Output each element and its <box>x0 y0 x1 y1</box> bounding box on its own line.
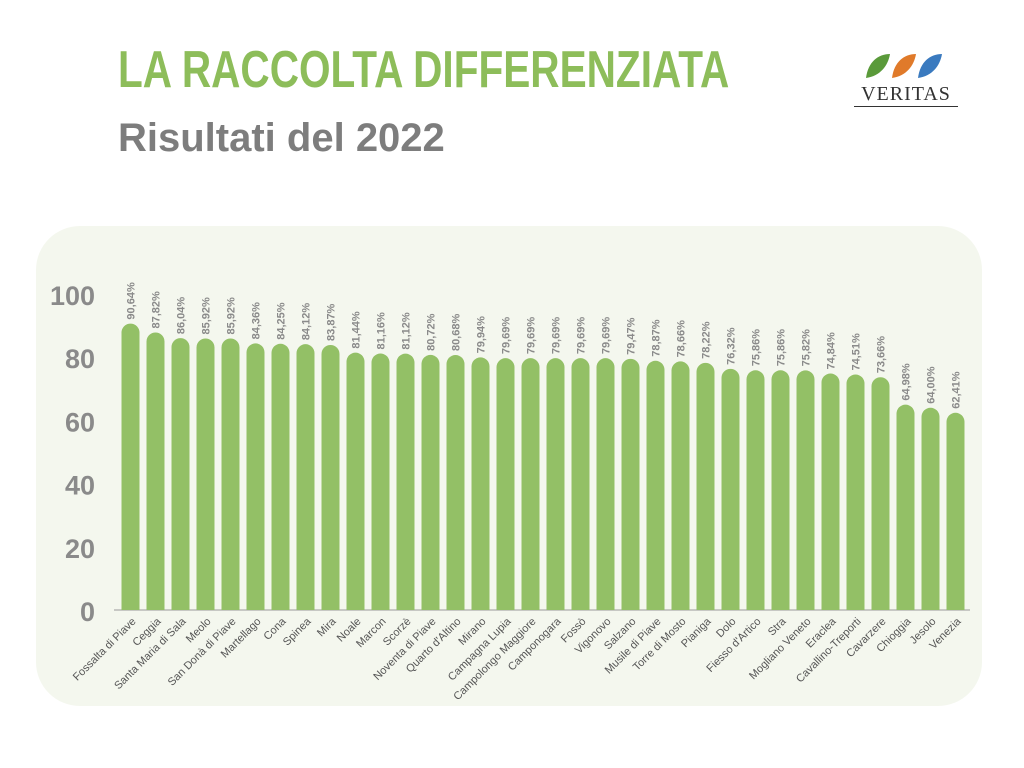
logo-text: VERITAS <box>854 84 958 107</box>
data-label: 73,66% <box>876 336 888 374</box>
y-tick-label: 80 <box>65 344 95 374</box>
y-tick-label: 20 <box>65 534 95 564</box>
bar <box>721 368 740 610</box>
bar <box>671 361 690 610</box>
bar <box>396 353 415 610</box>
bar <box>246 343 265 610</box>
bar <box>546 358 565 610</box>
bar <box>646 360 665 610</box>
data-label: 79,47% <box>626 317 638 355</box>
bar <box>521 358 540 610</box>
chart-subtitle: Risultati del 2022 <box>118 116 445 160</box>
bar <box>171 338 190 610</box>
data-label: 86,04% <box>176 297 188 335</box>
bar <box>921 407 940 610</box>
bar <box>221 338 240 610</box>
data-label: 62,41% <box>951 371 963 409</box>
bar <box>796 370 815 610</box>
data-label: 78,87% <box>651 319 663 357</box>
data-label: 75,86% <box>751 329 763 367</box>
y-tick-label: 60 <box>65 407 95 437</box>
data-label: 81,44% <box>351 311 363 349</box>
data-label: 64,98% <box>901 363 913 401</box>
data-label: 84,12% <box>301 303 313 341</box>
bar <box>746 370 765 610</box>
data-label: 85,92% <box>201 297 213 335</box>
bar <box>621 358 640 610</box>
x-tick-label: Spinea <box>281 615 314 648</box>
data-label: 87,82% <box>151 291 163 329</box>
bar <box>471 357 490 610</box>
bar <box>446 355 465 610</box>
bar <box>371 353 390 610</box>
bar <box>771 370 790 610</box>
bar <box>346 352 365 610</box>
data-label: 84,36% <box>251 302 263 340</box>
data-label: 79,69% <box>576 317 588 355</box>
bar <box>496 358 515 610</box>
bar <box>196 338 215 610</box>
data-label: 83,87% <box>326 303 338 341</box>
data-label: 79,94% <box>476 316 488 354</box>
bar <box>296 344 315 610</box>
y-tick-label: 0 <box>80 597 95 627</box>
bar <box>421 354 440 610</box>
data-label: 80,68% <box>451 314 463 352</box>
chart-title: LA RACCOLTA DIFFERENZIATA <box>118 41 730 99</box>
bar <box>846 374 865 610</box>
bar <box>821 373 840 610</box>
data-label: 80,72% <box>426 313 438 351</box>
y-tick-label: 100 <box>50 281 95 311</box>
logo-waves-icon <box>866 54 942 78</box>
bar <box>121 323 140 610</box>
veritas-logo: VERITAS <box>852 48 962 112</box>
y-tick-label: 40 <box>65 471 95 501</box>
bar <box>571 358 590 610</box>
data-label: 76,32% <box>726 327 738 365</box>
bar <box>146 332 165 610</box>
data-label: 84,25% <box>276 302 288 340</box>
data-label: 79,69% <box>526 317 538 355</box>
data-label: 64,00% <box>926 366 938 404</box>
data-label: 79,69% <box>601 317 613 355</box>
data-label: 74,84% <box>826 332 838 370</box>
data-label: 78,22% <box>701 321 713 359</box>
bar <box>896 404 915 610</box>
data-label: 81,12% <box>401 312 413 350</box>
data-label: 79,69% <box>501 317 513 355</box>
data-label: 78,66% <box>676 320 688 358</box>
bar <box>871 377 890 610</box>
bar <box>946 412 965 610</box>
data-label: 74,51% <box>851 333 863 371</box>
bar <box>271 343 290 610</box>
bar <box>596 358 615 610</box>
data-label: 75,82% <box>801 329 813 367</box>
data-label: 75,86% <box>776 329 788 367</box>
bar <box>696 362 715 610</box>
data-label: 90,64% <box>126 282 138 320</box>
data-label: 81,16% <box>376 312 388 350</box>
data-label: 79,69% <box>551 317 563 355</box>
data-label: 85,92% <box>226 297 238 335</box>
bar <box>321 344 340 610</box>
